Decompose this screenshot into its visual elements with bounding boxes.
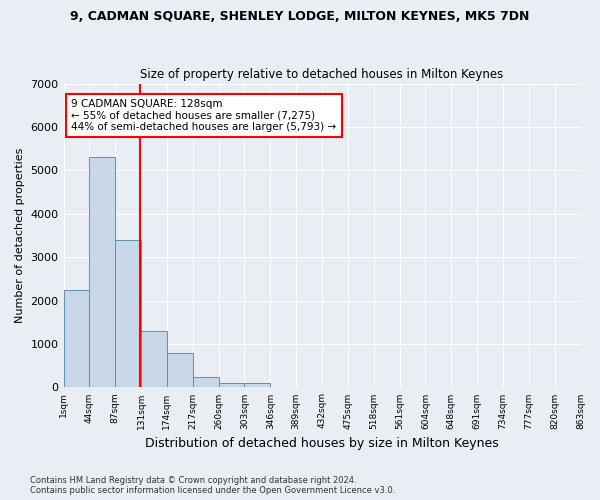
Bar <box>244 383 271 388</box>
Bar <box>89 158 115 388</box>
Text: 9 CADMAN SQUARE: 128sqm
← 55% of detached houses are smaller (7,275)
44% of semi: 9 CADMAN SQUARE: 128sqm ← 55% of detache… <box>71 98 337 132</box>
Y-axis label: Number of detached properties: Number of detached properties <box>15 148 25 323</box>
Text: 9, CADMAN SQUARE, SHENLEY LODGE, MILTON KEYNES, MK5 7DN: 9, CADMAN SQUARE, SHENLEY LODGE, MILTON … <box>70 10 530 23</box>
Bar <box>141 331 167 388</box>
Bar <box>218 383 244 388</box>
Title: Size of property relative to detached houses in Milton Keynes: Size of property relative to detached ho… <box>140 68 503 81</box>
Bar <box>64 290 89 388</box>
Text: Contains HM Land Registry data © Crown copyright and database right 2024.
Contai: Contains HM Land Registry data © Crown c… <box>30 476 395 495</box>
Bar <box>115 240 141 388</box>
X-axis label: Distribution of detached houses by size in Milton Keynes: Distribution of detached houses by size … <box>145 437 499 450</box>
Bar <box>193 376 218 388</box>
Bar <box>167 352 193 388</box>
